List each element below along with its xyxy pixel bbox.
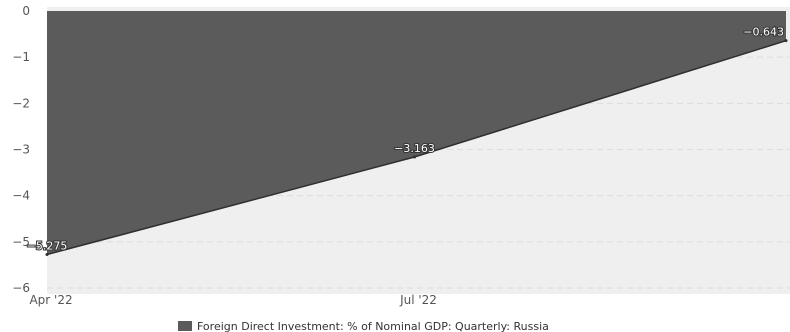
series-layer: [45, 11, 788, 257]
y-tick-label: −2: [12, 96, 30, 110]
x-axis-ticks: Apr '22 Jul '22: [29, 293, 436, 307]
data-point[interactable]: [412, 155, 416, 159]
y-tick-label: −4: [12, 189, 30, 203]
x-tick-label: Jul '22: [399, 293, 437, 307]
data-label: −0.643: [743, 26, 784, 39]
y-tick-label: −3: [12, 143, 30, 157]
data-label: −3.163: [394, 142, 435, 155]
y-tick-label: 0: [22, 4, 30, 18]
data-point[interactable]: [45, 253, 49, 257]
data-labels: −5.275 −3.163 −0.643: [26, 25, 785, 254]
x-tick-label: Apr '22: [29, 293, 72, 307]
data-label: −5.275: [27, 240, 68, 253]
legend[interactable]: Foreign Direct Investment: % of Nominal …: [178, 320, 549, 332]
y-tick-label: −6: [12, 281, 30, 295]
data-point[interactable]: [784, 39, 788, 43]
y-tick-label: −5: [12, 235, 30, 249]
legend-swatch: [178, 321, 192, 331]
legend-label: Foreign Direct Investment: % of Nominal …: [197, 320, 549, 332]
y-axis-ticks: 0 −1 −2 −3 −4 −5 −6: [12, 4, 30, 295]
y-tick-label: −1: [12, 50, 30, 64]
area-fill: [47, 11, 786, 255]
